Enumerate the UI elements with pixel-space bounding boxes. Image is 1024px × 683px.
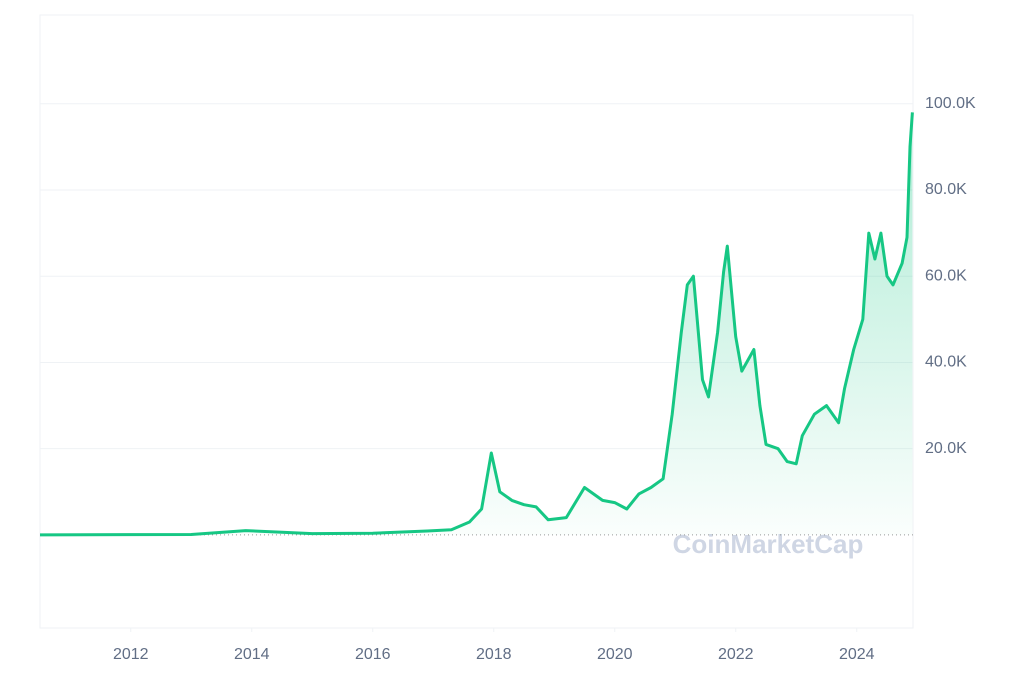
y-tick-label: 100.0K	[925, 95, 976, 112]
y-tick-label: 60.0K	[925, 267, 967, 284]
x-tick-label: 2024	[839, 646, 875, 663]
x-tick-label: 2016	[355, 646, 391, 663]
price-line	[39, 112, 914, 537]
y-tick-label: 80.0K	[925, 181, 967, 198]
area	[40, 112, 913, 535]
x-tick-label: 2012	[113, 646, 149, 663]
y-tick-label: 40.0K	[925, 354, 967, 371]
x-tick-label: 2020	[597, 646, 633, 663]
x-tick-label: 2014	[234, 646, 270, 663]
x-tick-label: 2018	[476, 646, 512, 663]
y-tick-label: 20.0K	[925, 440, 967, 457]
x-tick-label: 2022	[718, 646, 754, 663]
plot-frame	[39, 14, 914, 629]
